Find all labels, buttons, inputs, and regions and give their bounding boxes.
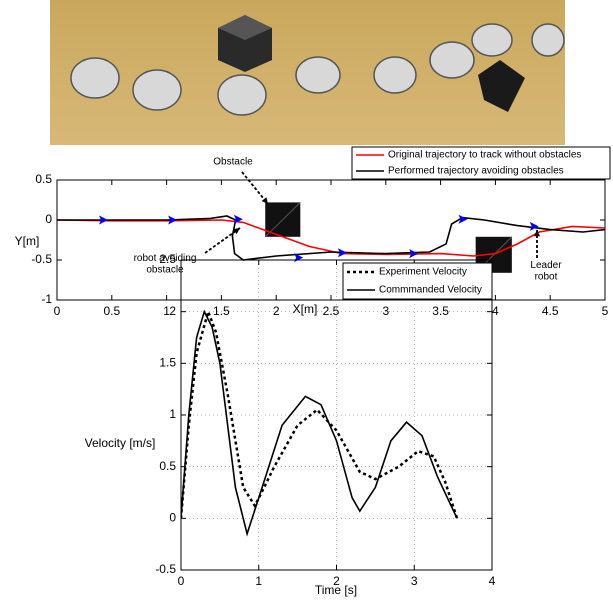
photo [50,0,565,145]
x-tick-label: 4 [489,574,496,588]
x-tick-label: 2.5 [323,304,340,318]
x-tick-label: 1 [163,304,170,318]
legend-box [342,262,493,300]
x-tick-label: 1 [255,574,262,588]
legend-label: Experiment Velocity [379,267,467,278]
annotation-arrow [241,171,269,205]
series-line [57,219,605,257]
y-tick-label: 0 [45,212,52,226]
trajectory-arrow [409,249,419,259]
series-line [181,309,458,537]
x-tick-label: 4 [492,304,499,318]
y-axis-label: Y[m] [15,234,40,248]
series-line [57,215,605,261]
y-tick-label: 2 [169,304,176,318]
annotation: Obstacle [213,157,253,168]
x-tick-label: 5 [602,304,609,318]
y-tick-label: 0 [169,511,176,525]
trajectory-arrow [99,215,109,225]
trajectory-arrow [529,221,539,231]
x-tick-label: 2 [273,304,280,318]
annotation-arrowhead [233,228,240,235]
legend-label: Original trajectory to track without obs… [388,150,581,161]
y-axis-label: Velocity [m/s] [85,436,156,450]
axes-frame [180,259,493,571]
y-tick-label: 1.5 [159,356,176,370]
x-axis-label: Time [s] [315,583,357,597]
x-tick-label: 2 [333,574,340,588]
annotation: robot avoiding obstacle [134,253,197,276]
x-tick-label: 0 [178,574,185,588]
legend-label: Performed trajectory avoiding obstacles [388,166,564,177]
x-axis-label: X[m] [293,302,318,316]
x-tick-label: 1.5 [213,304,230,318]
y-tick-label: -1 [41,292,52,306]
obstacle-edge [264,202,301,238]
y-tick-label: 0.5 [35,172,52,186]
trajectory-arrow [337,248,347,258]
annotation: Leader robot [530,260,562,283]
x-tick-label: 3.5 [432,304,449,318]
x-tick-label: 4.5 [542,304,559,318]
trajectory-arrow [168,215,178,225]
axes-frame [56,179,606,301]
y-tick-label: 0.5 [159,459,176,473]
trajectory-arrow [458,214,468,224]
annotation-arrowhead [533,230,541,237]
x-tick-label: 0 [54,304,61,318]
annotation-arrow [204,227,241,254]
y-tick-label: -0.5 [155,562,176,576]
x-tick-label: 3 [382,304,389,318]
y-tick-label: -0.5 [31,252,52,266]
x-tick-label: 3 [411,574,418,588]
annotation-arrowhead [261,197,268,204]
legend-box [351,146,611,180]
legend-label: Commmanded Velocity [379,285,482,296]
trajectory-arrow [233,214,243,224]
y-tick-label: 1 [169,407,176,421]
y-tick-label: 2.5 [159,252,176,266]
x-tick-label: 0.5 [103,304,120,318]
series-line [181,307,459,519]
